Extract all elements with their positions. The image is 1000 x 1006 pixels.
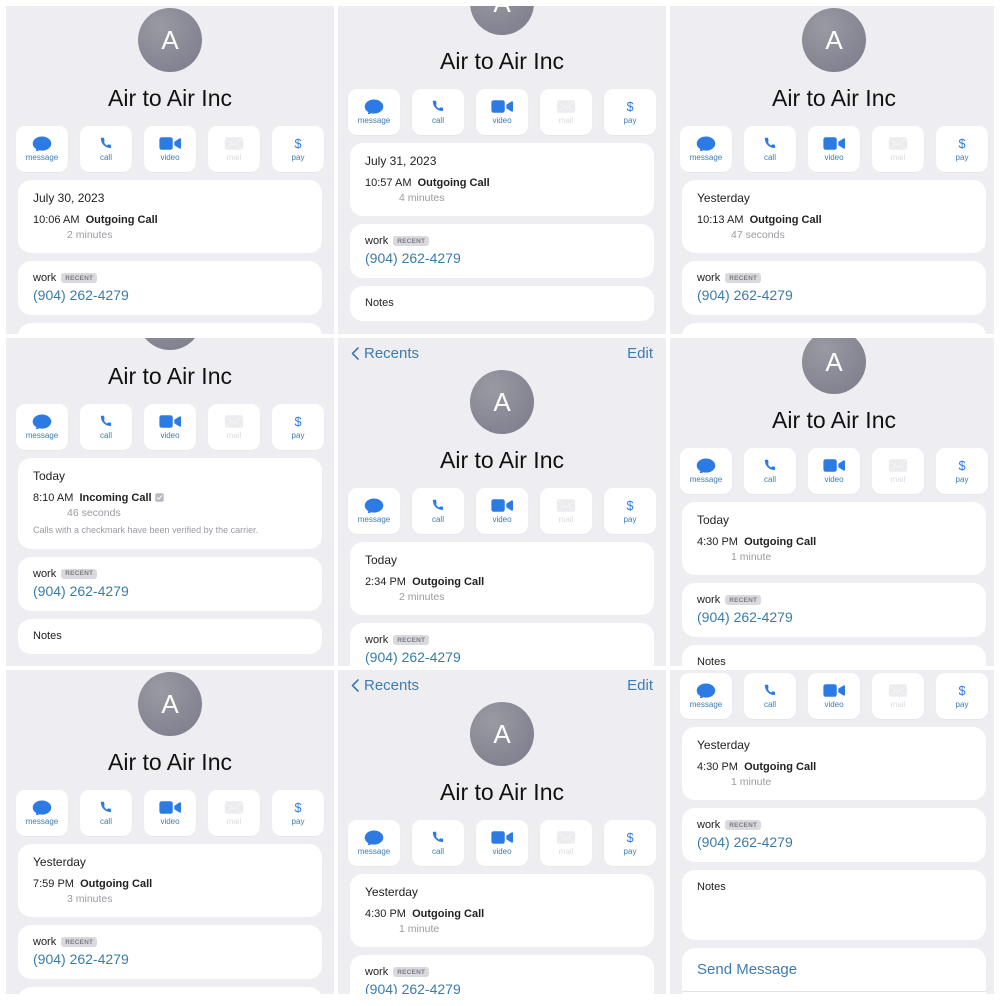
svg-text:$: $ xyxy=(626,99,633,114)
svg-text:$: $ xyxy=(294,414,301,429)
svg-text:$: $ xyxy=(294,136,301,151)
svg-text:$: $ xyxy=(626,830,633,845)
svg-text:$: $ xyxy=(294,800,301,815)
svg-text:$: $ xyxy=(958,683,965,698)
svg-text:$: $ xyxy=(958,458,965,473)
svg-text:$: $ xyxy=(626,498,633,513)
svg-text:$: $ xyxy=(958,136,965,151)
